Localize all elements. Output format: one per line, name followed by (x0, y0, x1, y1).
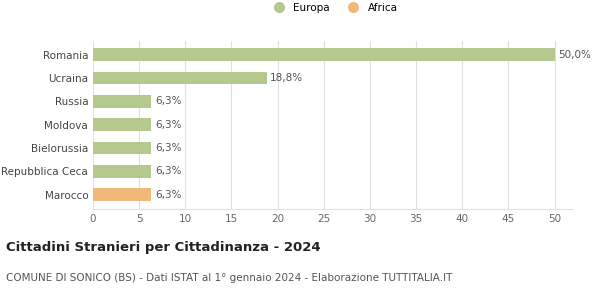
Bar (93, 188, 151, 201)
Bar (93, 48, 554, 61)
Text: 6,3%: 6,3% (155, 143, 181, 153)
Text: COMUNE DI SONICO (BS) - Dati ISTAT al 1° gennaio 2024 - Elaborazione TUTTITALIA.: COMUNE DI SONICO (BS) - Dati ISTAT al 1°… (6, 273, 452, 282)
Text: 6,3%: 6,3% (155, 190, 181, 200)
Text: 6,3%: 6,3% (155, 166, 181, 176)
Text: Cittadini Stranieri per Cittadinanza - 2024: Cittadini Stranieri per Cittadinanza - 2… (6, 241, 320, 254)
Bar (93, 72, 266, 84)
Legend: Europa, Africa: Europa, Africa (264, 0, 402, 17)
Text: 50,0%: 50,0% (558, 50, 591, 60)
Bar (93, 95, 151, 108)
Text: 6,3%: 6,3% (155, 120, 181, 130)
Bar (93, 165, 151, 178)
Text: 18,8%: 18,8% (270, 73, 304, 83)
Bar (93, 118, 151, 131)
Bar (93, 142, 151, 155)
Text: 6,3%: 6,3% (155, 96, 181, 106)
